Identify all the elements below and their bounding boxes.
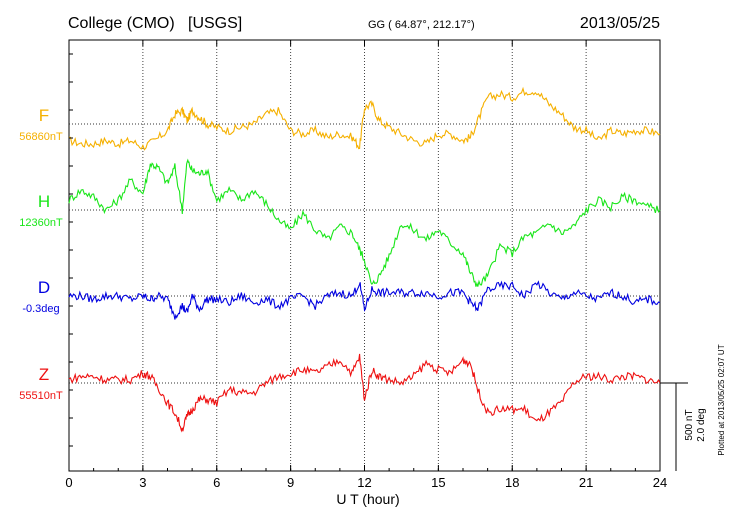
- date-label: 2013/05/25: [580, 15, 660, 32]
- series-baseline-value-Z: 55510nT: [19, 390, 63, 402]
- tick-label-0: 0: [65, 475, 72, 490]
- source-label: [USGS]: [188, 15, 242, 32]
- series-name-D: D: [38, 278, 50, 297]
- series-line-D: [68, 280, 661, 320]
- series-baseline-value-F: 56860nT: [19, 131, 63, 143]
- series-line-F: [68, 86, 661, 151]
- baseline-lines: [69, 123, 660, 384]
- tick-label-6: 6: [213, 475, 220, 490]
- station-title: College (CMO): [68, 15, 175, 32]
- series-layer: [68, 86, 661, 433]
- series-baseline-value-D: -0.3deg: [22, 303, 59, 315]
- series-name-Z: Z: [39, 365, 49, 384]
- tick-label-9: 9: [287, 475, 294, 490]
- plotted-at-note: Plotted at 2013/05/25 02:07 UT: [717, 344, 726, 455]
- series-baseline-value-H: 12360nT: [19, 217, 63, 229]
- scale-label-nt: 500 nT: [684, 409, 695, 440]
- series-line-Z: [68, 353, 661, 433]
- x-axis-ticks: 0 3 6 9 12 15 18 21 24: [65, 40, 667, 490]
- tick-label-15: 15: [431, 475, 445, 490]
- series-labels: F 56860nT H 12360nT D -0.3deg Z 55510nT: [19, 106, 63, 402]
- series-line-H: [68, 158, 661, 287]
- series-name-H: H: [38, 192, 50, 211]
- tick-label-12: 12: [357, 475, 371, 490]
- tick-label-18: 18: [505, 475, 519, 490]
- tick-label-3: 3: [139, 475, 146, 490]
- grid-lines: [142, 40, 587, 471]
- x-axis-label: U T (hour): [336, 491, 399, 507]
- coordinates-label: GG ( 64.87°, 212.17°): [368, 19, 475, 31]
- tick-label-24: 24: [653, 475, 667, 490]
- scale-label-deg: 2.0 deg: [696, 408, 707, 441]
- series-name-F: F: [39, 106, 49, 125]
- tick-label-21: 21: [579, 475, 593, 490]
